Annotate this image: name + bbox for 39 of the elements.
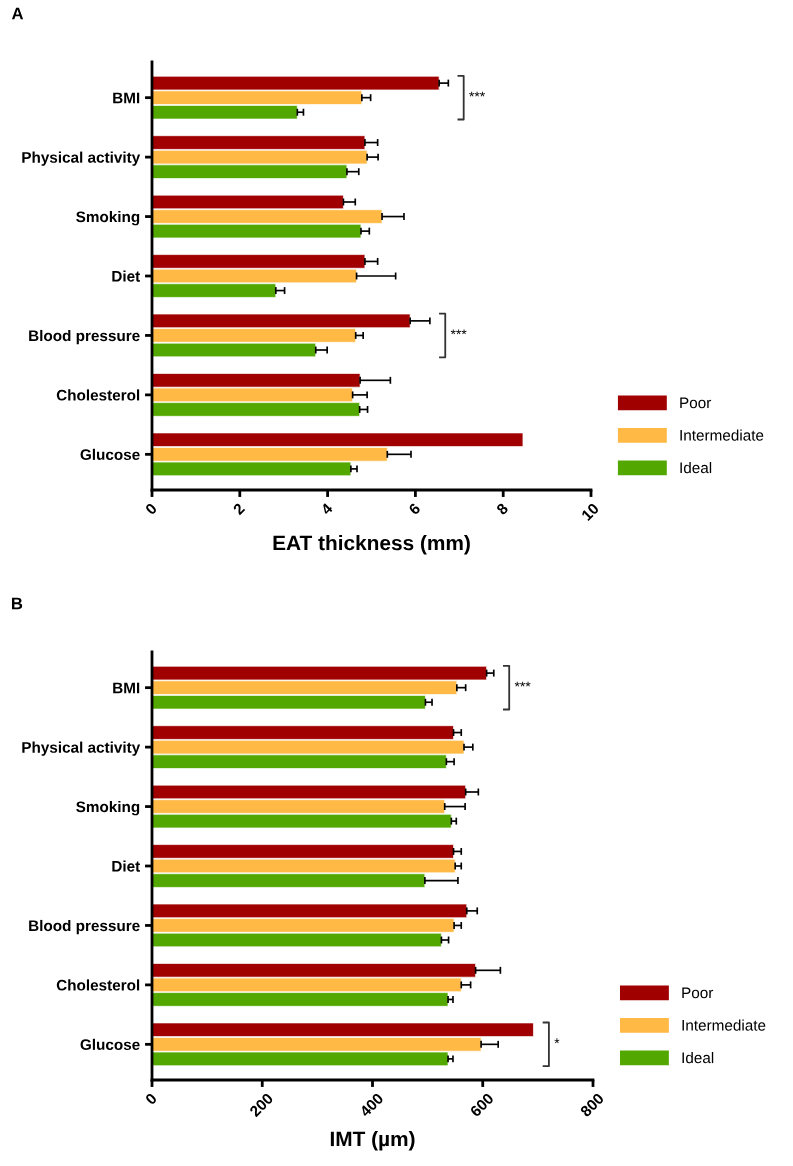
legend-label: Intermediate [682,1019,766,1031]
y-tick-label: BMI [113,682,140,694]
x-tick-label: 8 [495,502,509,516]
y-tick-label: Glucose [80,1038,140,1051]
y-tick-label: Cholesterol [56,979,140,991]
x-tick-label: 600 [469,1092,495,1118]
x-tick-label: 400 [358,1092,384,1118]
x-tick-label: 2 [232,502,246,516]
x-tick-label: 0 [144,502,158,516]
legend-label: Ideal [680,462,712,474]
text: A [11,7,24,20]
y-tick-label: Smoking [76,211,140,226]
y-tick-label: Physical activity [22,741,141,756]
annotation: *** [469,91,485,97]
x-tick-label: 200 [248,1092,274,1118]
x-tick-label: 4 [320,502,334,516]
y-tick-label: Glucose [80,448,140,461]
y-tick-label: Smoking [76,801,140,816]
x-tick-label: 0 [144,1092,158,1106]
y-tick-label: Blood pressure [29,919,140,935]
text: B [11,597,23,610]
x-tick-label: 6 [408,502,421,516]
annotation: *** [514,681,531,687]
legend-label: Ideal [682,1052,714,1064]
y-tick-label: Blood pressure [29,329,140,345]
x-axis-title: IMT (µm) [330,1131,415,1151]
legend-label: Intermediate [680,429,764,441]
y-tick-label: Diet [112,860,141,872]
x-tick-label: 800 [579,1092,605,1118]
y-tick-label: Cholesterol [56,389,140,401]
y-tick-label: Diet [112,270,141,282]
annotation: *** [450,329,467,335]
annotation: * [554,1038,560,1044]
x-tick-label: 10 [580,502,600,522]
legend-label: Poor [682,987,714,999]
x-axis-title: EAT thickness (mm) [273,535,470,555]
y-tick-label: BMI [113,92,140,104]
legend-label: Poor [680,397,712,409]
y-tick-label: Physical activity [22,151,141,166]
